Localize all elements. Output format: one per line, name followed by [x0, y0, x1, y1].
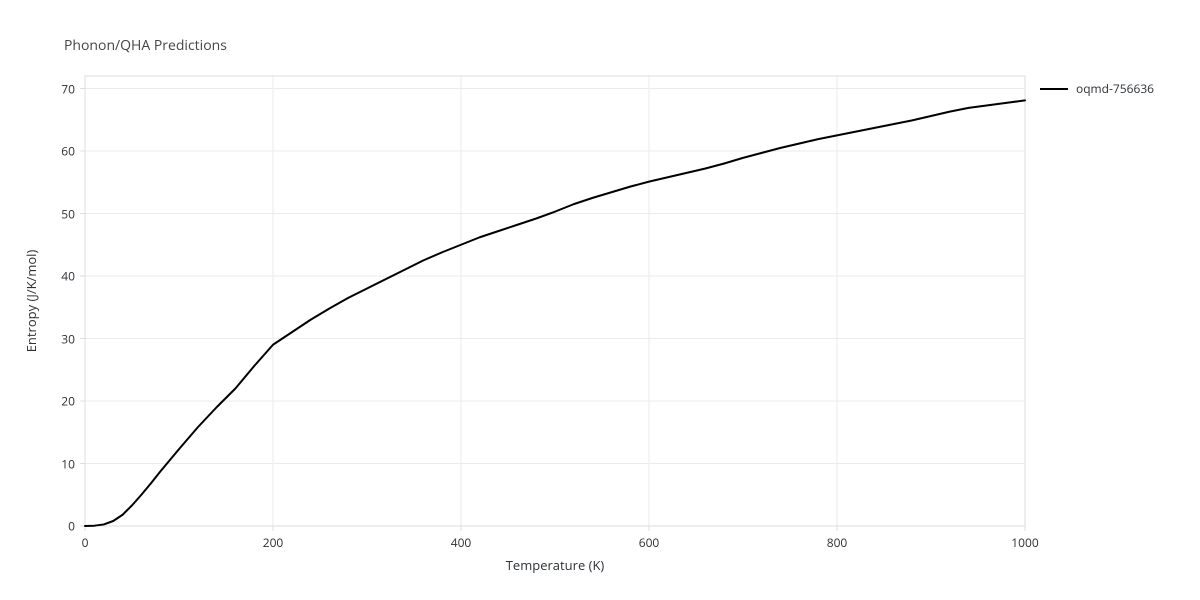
chart-container: { "chart": { "type": "line", "title": "P…	[0, 0, 1200, 600]
series-line	[85, 100, 1025, 526]
y-tick-label: 20	[61, 393, 75, 410]
y-axis-label: Entropy (J/K/mol)	[22, 250, 40, 353]
plot-svg	[73, 64, 1037, 538]
x-tick-label: 400	[451, 534, 472, 551]
chart-title: Phonon/QHA Predictions	[64, 36, 227, 55]
legend-line-icon	[1040, 88, 1068, 90]
x-tick-label: 1000	[1011, 534, 1038, 551]
y-tick-label: 10	[61, 455, 75, 472]
x-axis-label: Temperature (K)	[506, 556, 605, 574]
y-tick-label: 40	[61, 268, 75, 285]
y-tick-label: 70	[61, 80, 75, 97]
y-tick-label: 50	[61, 205, 75, 222]
y-tick-label: 30	[61, 330, 75, 347]
legend: oqmd-756636	[1040, 80, 1154, 97]
x-tick-label: 200	[263, 534, 284, 551]
x-tick-label: 0	[82, 534, 89, 551]
x-tick-label: 600	[639, 534, 660, 551]
x-tick-label: 800	[827, 534, 848, 551]
legend-series-label: oqmd-756636	[1076, 80, 1154, 97]
y-tick-label: 60	[61, 143, 75, 160]
y-tick-label: 0	[68, 518, 75, 535]
